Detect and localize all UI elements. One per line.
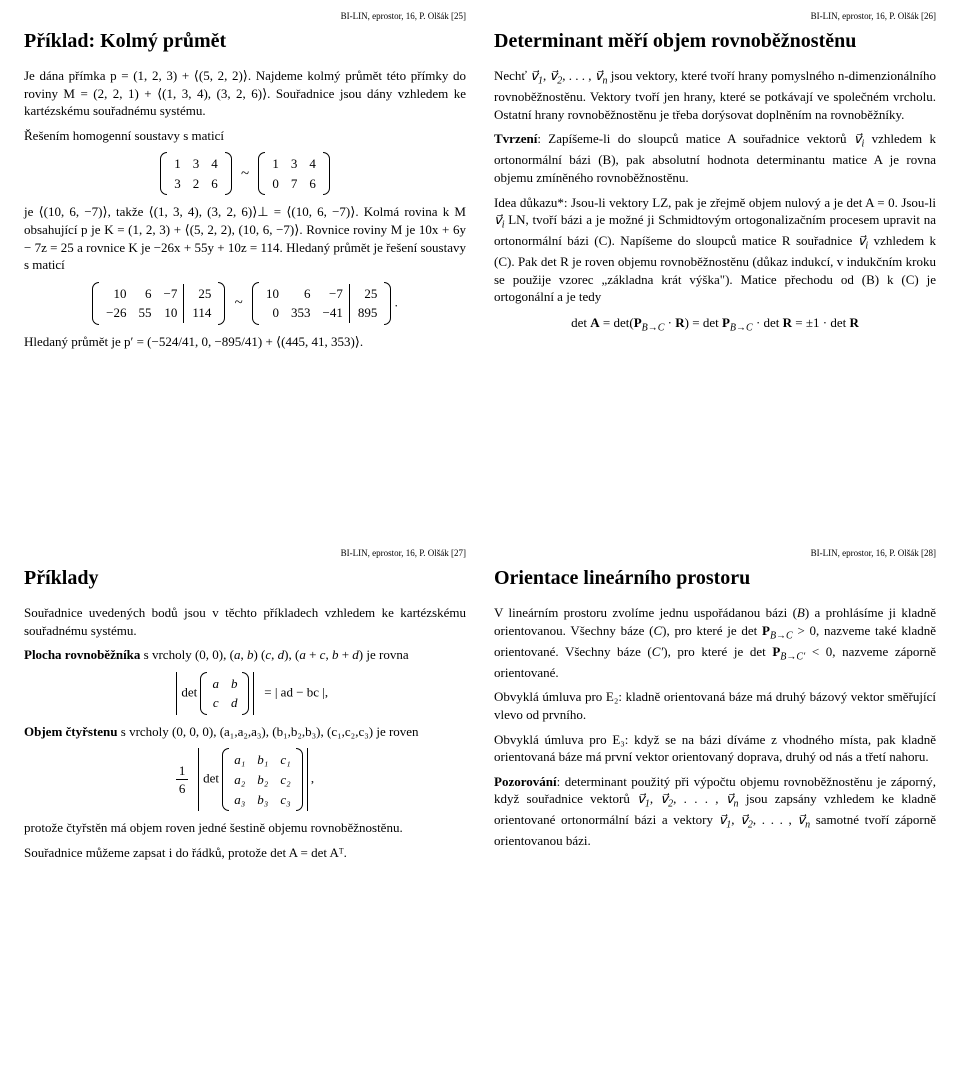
paragraph: Obvyklá úmluva pro E₃: když se na bázi d… xyxy=(494,731,936,766)
matrix: 134 076 xyxy=(258,152,330,195)
determinant: det a₁b₁c₁ a₂b₂c₂ a₃b₃c₃ xyxy=(198,748,308,811)
slide-header: BI-LIN, eprostor, 16, P. Olšák [27] xyxy=(24,547,466,559)
matrix-equiv: 134 326 ~ 134 076 xyxy=(24,152,466,195)
slide-header: BI-LIN, eprostor, 16, P. Olšák [26] xyxy=(494,10,936,22)
slide-27: BI-LIN, eprostor, 16, P. Olšák [27] Přík… xyxy=(20,545,470,1062)
rhs: = | ad − bc |, xyxy=(264,684,328,699)
tilde-icon: ~ xyxy=(235,164,255,184)
paragraph: Souřadnice můžeme zapsat i do řádků, pro… xyxy=(24,844,466,862)
paragraph: Řešením homogenní soustavy s maticí xyxy=(24,127,466,145)
matrix-equiv: 106−725 −265510114 ~ 106−725 0353−41895 … xyxy=(24,282,466,325)
paragraph: Nechť v⃗1, v⃗2, . . . , v⃗n jsou vektory… xyxy=(494,67,936,123)
slide-title: Orientace lineárního prostoru xyxy=(494,565,936,592)
paragraph: Tvrzení: Zapíšeme-li do sloupců matice A… xyxy=(494,130,936,186)
slide-header: BI-LIN, eprostor, 16, P. Olšák [25] xyxy=(24,10,466,22)
aug-matrix: 106−725 −265510114 xyxy=(92,282,225,325)
equation: det A = det(PB→C · R) = det PB→C · det R… xyxy=(494,314,936,335)
aug-matrix: 106−725 0353−41895 xyxy=(252,282,391,325)
slide-title: Příklad: Kolmý průmět xyxy=(24,28,466,55)
paragraph: V lineárním prostoru zvolíme jednu uspoř… xyxy=(494,604,936,681)
matrix: 134 326 xyxy=(160,152,232,195)
paragraph: Objem čtyřstenu s vrcholy (0, 0, 0), (a₁… xyxy=(24,723,466,741)
paragraph: protože čtyřstěn má objem roven jedné še… xyxy=(24,819,466,837)
slide-28: BI-LIN, eprostor, 16, P. Olšák [28] Orie… xyxy=(490,545,940,1062)
slide-title: Příklady xyxy=(24,565,466,592)
det-equation: det ab cd = | ad − bc |, xyxy=(24,672,466,715)
paragraph: Je dána přímka p = (1, 2, 3) + ⟨(5, 2, 2… xyxy=(24,67,466,120)
determinant: det ab cd xyxy=(176,672,254,715)
paragraph: Obvyklá úmluva pro E₂: kladně orientovan… xyxy=(494,688,936,723)
paragraph: Pozorování: determinant použitý při výpo… xyxy=(494,773,936,850)
paragraph: Hledaný průmět je p′ = (−524/41, 0, −895… xyxy=(24,333,466,351)
tilde-icon: ~ xyxy=(229,293,249,313)
slide-title: Determinant měří objem rovnoběžnostěnu xyxy=(494,28,936,55)
slide-header: BI-LIN, eprostor, 16, P. Olšák [28] xyxy=(494,547,936,559)
paragraph: Souřadnice uvedených bodů jsou v těchto … xyxy=(24,604,466,639)
fraction: 16 xyxy=(176,762,189,798)
slide-26: BI-LIN, eprostor, 16, P. Olšák [26] Dete… xyxy=(490,8,940,525)
paragraph: Idea důkazu*: Jsou-li vektory LZ, pak je… xyxy=(494,194,936,306)
paragraph: je ⟨(10, 6, −7)⟩, takže ⟨(1, 3, 4), (3, … xyxy=(24,203,466,273)
slide-25: BI-LIN, eprostor, 16, P. Olšák [25] Přík… xyxy=(20,8,470,525)
paragraph: Plocha rovnoběžníka s vrcholy (0, 0), (a… xyxy=(24,646,466,664)
det-equation: 16 det a₁b₁c₁ a₂b₂c₂ a₃b₃c₃ , xyxy=(24,748,466,811)
